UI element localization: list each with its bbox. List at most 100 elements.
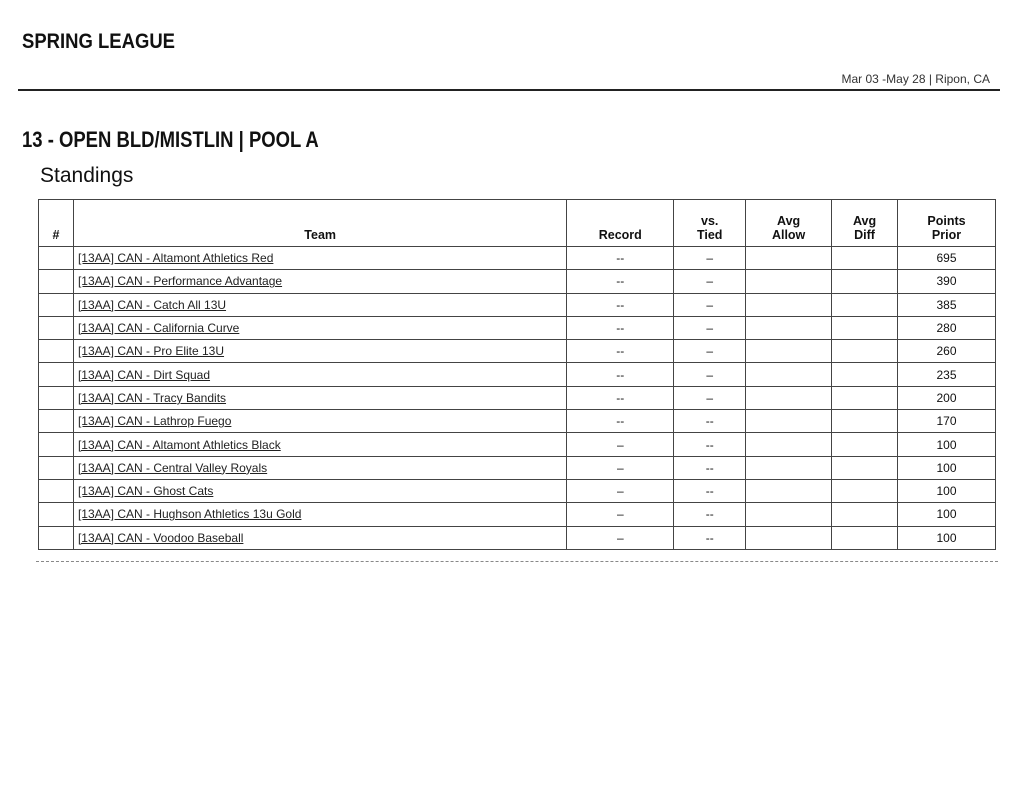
- cell-vs-tied: –: [673, 292, 747, 317]
- cell-rank: [38, 339, 74, 364]
- cell-record: --: [566, 269, 675, 294]
- cell-rank: [38, 432, 74, 457]
- table-row: [13AA] CAN - Lathrop Fuego -- -- 170: [38, 409, 996, 434]
- team-link[interactable]: [13AA] CAN - Ghost Cats: [77, 484, 214, 499]
- cell-vs-tied: --: [673, 502, 747, 527]
- table-row: [13AA] CAN - Altamont Athletics Red -- – 69…: [38, 245, 996, 271]
- team-link[interactable]: [13AA] CAN - Altamont Athletics Black: [77, 437, 281, 452]
- pool-title: 13 - OPEN BLD/MISTLIN | POOL A: [22, 127, 319, 152]
- cell-vs-tied: –: [673, 269, 747, 294]
- cell-record: –: [566, 478, 675, 504]
- cell-avg-diff: [831, 269, 899, 294]
- cell-record: --: [566, 339, 675, 364]
- team-link[interactable]: [13AA] CAN - Hughson Athletics 13u Gold: [77, 507, 302, 522]
- team-link[interactable]: [13AA] CAN - Lathrop Fuego: [77, 414, 232, 429]
- cell-rank: [38, 385, 74, 411]
- column-header-team: Team: [72, 199, 568, 247]
- table-row: [13AA] CAN - California Curve -- – 280: [38, 315, 996, 341]
- cell-record: --: [566, 409, 675, 434]
- table-row: [13AA] CAN - Dirt Squad -- – 235: [38, 362, 996, 387]
- cell-points-prior: 100: [897, 455, 996, 480]
- table-row: [13AA] CAN - Pro Elite 13U -- – 260: [38, 339, 996, 364]
- table-header-row: # Team Record vs. Tied Avg Allow Avg Diff Poin…: [38, 199, 996, 247]
- table-row: [13AA] CAN - Altamont Athletics Black – --…: [38, 432, 996, 457]
- cell-points-prior: 100: [897, 502, 996, 527]
- cell-team: [13AA] CAN - Hughson Athletics 13u Gold: [72, 502, 568, 527]
- cell-avg-allow: [745, 478, 833, 504]
- cell-avg-allow: [745, 269, 833, 294]
- cell-avg-allow: [745, 455, 833, 480]
- cell-record: --: [566, 362, 675, 387]
- cell-avg-allow: [745, 432, 833, 457]
- team-link[interactable]: [13AA] CAN - Central Valley Royals: [77, 460, 268, 475]
- cell-record: –: [566, 455, 675, 480]
- cell-rank: [38, 502, 74, 527]
- team-link[interactable]: [13AA] CAN - Voodoo Baseball: [77, 530, 244, 545]
- cell-rank: [38, 292, 74, 317]
- cell-vs-tied: –: [673, 385, 747, 411]
- cell-vs-tied: –: [673, 245, 747, 271]
- table-row: [13AA] CAN - Tracy Bandits -- – 200: [38, 385, 996, 411]
- cell-vs-tied: –: [673, 362, 747, 387]
- table-row: [13AA] CAN - Voodoo Baseball – -- 100: [38, 525, 996, 550]
- cell-avg-allow: [745, 292, 833, 317]
- cell-rank: [38, 409, 74, 434]
- table-row: [13AA] CAN - Catch All 13U -- – 385: [38, 292, 996, 317]
- cell-team: [13AA] CAN - Tracy Bandits: [72, 385, 568, 411]
- team-link[interactable]: [13AA] CAN - Tracy Bandits: [77, 390, 227, 405]
- cell-rank: [38, 245, 74, 271]
- team-link[interactable]: [13AA] CAN - Pro Elite 13U: [77, 344, 225, 359]
- cell-vs-tied: --: [673, 409, 747, 434]
- team-link[interactable]: [13AA] CAN - California Curve: [77, 321, 240, 336]
- cell-avg-diff: [831, 478, 899, 504]
- cell-vs-tied: --: [673, 455, 747, 480]
- cell-points-prior: 695: [897, 245, 996, 271]
- cell-team: [13AA] CAN - Central Valley Royals: [72, 455, 568, 480]
- cell-avg-diff: [831, 432, 899, 457]
- table-row: [13AA] CAN - Hughson Athletics 13u Gold –…: [38, 502, 996, 527]
- standings-table: # Team Record vs. Tied Avg Allow Avg Diff Poin…: [38, 199, 996, 550]
- league-title: SPRING LEAGUE: [22, 30, 175, 53]
- cell-avg-diff: [831, 455, 899, 480]
- cell-team: [13AA] CAN - Pro Elite 13U: [72, 339, 568, 364]
- cell-avg-diff: [831, 525, 899, 550]
- column-header-points-prior: Points Prior: [897, 199, 996, 247]
- cell-points-prior: 200: [897, 385, 996, 411]
- cell-team: [13AA] CAN - Catch All 13U: [72, 292, 568, 317]
- cell-record: –: [566, 502, 675, 527]
- cell-points-prior: 385: [897, 292, 996, 317]
- cell-avg-allow: [745, 245, 833, 271]
- cell-record: --: [566, 292, 675, 317]
- cell-rank: [38, 478, 74, 504]
- cell-avg-allow: [745, 315, 833, 341]
- cell-avg-diff: [831, 315, 899, 341]
- table-row: [13AA] CAN - Ghost Cats – -- 100: [38, 478, 996, 504]
- column-header-vs-tied: vs. Tied: [673, 199, 747, 247]
- cell-team: [13AA] CAN - Voodoo Baseball: [72, 525, 568, 550]
- cell-team: [13AA] CAN - Performance Advantage: [72, 269, 568, 294]
- cell-record: --: [566, 315, 675, 341]
- cell-team: [13AA] CAN - Ghost Cats: [72, 478, 568, 504]
- team-link[interactable]: [13AA] CAN - Catch All 13U: [77, 297, 227, 312]
- cell-vs-tied: --: [673, 525, 747, 550]
- date-location: Mar 03 -May 28 | Ripon, CA: [841, 72, 990, 86]
- team-link[interactable]: [13AA] CAN - Dirt Squad: [77, 367, 211, 382]
- cell-avg-diff: [831, 245, 899, 271]
- cell-points-prior: 390: [897, 269, 996, 294]
- cell-points-prior: 170: [897, 409, 996, 434]
- cell-points-prior: 100: [897, 478, 996, 504]
- cell-rank: [38, 525, 74, 550]
- cell-avg-diff: [831, 385, 899, 411]
- cell-record: –: [566, 525, 675, 550]
- cell-avg-diff: [831, 339, 899, 364]
- column-header-record: Record: [566, 199, 675, 247]
- cell-points-prior: 235: [897, 362, 996, 387]
- header-divider: [18, 89, 1000, 91]
- cell-avg-allow: [745, 502, 833, 527]
- team-link[interactable]: [13AA] CAN - Performance Advantage: [77, 274, 283, 289]
- cell-team: [13AA] CAN - Altamont Athletics Red: [72, 245, 568, 271]
- team-link[interactable]: [13AA] CAN - Altamont Athletics Red: [77, 251, 274, 266]
- cell-avg-allow: [745, 362, 833, 387]
- cell-points-prior: 260: [897, 339, 996, 364]
- cell-avg-diff: [831, 409, 899, 434]
